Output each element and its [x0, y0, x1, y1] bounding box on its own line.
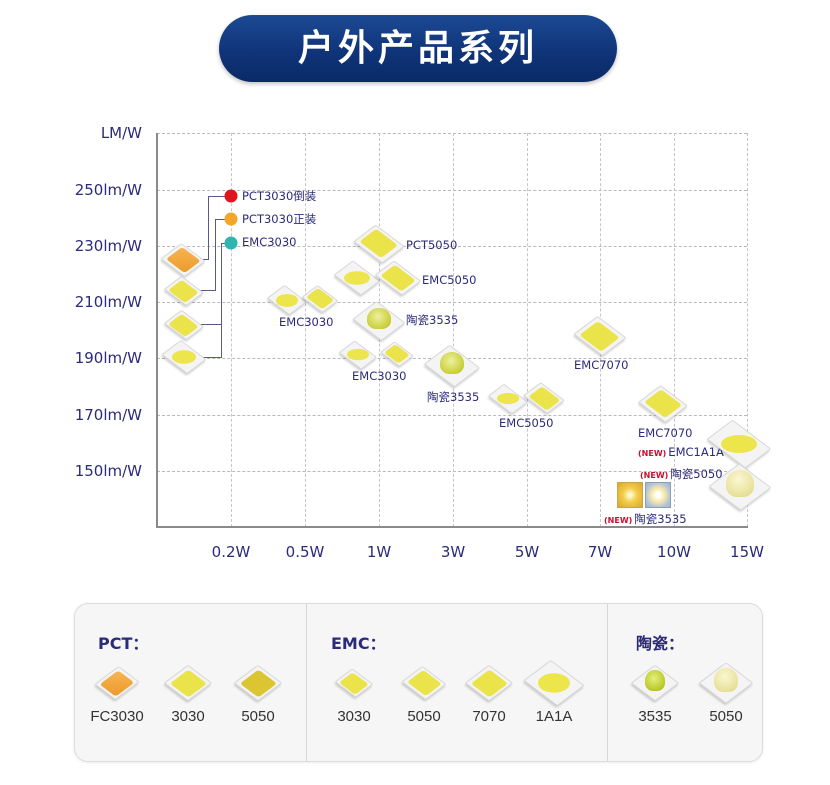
connector-line — [203, 259, 209, 260]
x-tick: 0.2W — [211, 543, 251, 561]
y-tick: 210lm/W — [74, 293, 142, 311]
y-axis — [156, 133, 158, 528]
led-chip — [333, 260, 381, 296]
led-chip — [487, 383, 529, 415]
connector-line — [203, 357, 222, 358]
point-label-new: (NEW) EMC1A1A — [638, 445, 724, 459]
point-label: EMC7070 — [638, 426, 693, 440]
x-tick: 1W — [366, 543, 392, 561]
dot-label: EMC3030 — [242, 235, 297, 249]
new-badge: (NEW) — [638, 449, 667, 458]
legend-item: FC3030 — [87, 665, 147, 725]
point-label-new: (NEW) 陶瓷3535 — [604, 512, 687, 526]
led-chip — [637, 385, 689, 423]
grid-line — [305, 133, 306, 527]
point-label: EMC7070 — [574, 358, 629, 372]
marker-dot-orange — [224, 212, 238, 226]
led-chip-pct3030 — [163, 275, 205, 307]
grid-line — [157, 133, 747, 134]
connector-line — [215, 219, 231, 291]
led-chip — [523, 382, 565, 414]
led-chip-ceramic3535-blue — [645, 482, 671, 508]
point-label: EMC5050 — [422, 273, 477, 287]
marker-dot-red — [224, 189, 238, 203]
x-tick: 7W — [587, 543, 613, 561]
led-chip — [338, 340, 378, 370]
point-label: 陶瓷3535 — [406, 313, 459, 327]
led-chip-ceramic3535-yellow — [617, 482, 643, 508]
connector-line — [200, 324, 222, 325]
led-chip — [266, 284, 308, 316]
legend-item: 5050 — [228, 664, 288, 725]
legend-item: 5050 — [696, 662, 756, 725]
group-title-pct: PCT： — [98, 634, 149, 653]
group-title-ceramic: 陶瓷： — [636, 634, 685, 653]
y-tick: 190lm/W — [74, 349, 142, 367]
point-label: 陶瓷3535 — [427, 390, 480, 404]
divider — [607, 604, 608, 761]
legend-item: 3535 — [625, 664, 685, 725]
grid-line — [747, 133, 748, 527]
dot-label: PCT3030正装 — [242, 212, 317, 226]
led-chip-ceramic — [423, 344, 481, 388]
y-tick: 150lm/W — [74, 462, 142, 480]
grid-line — [157, 190, 747, 191]
led-chip-emc3030-round — [161, 339, 207, 375]
grid-line — [157, 415, 747, 416]
led-chip-pct3030-flip — [160, 242, 206, 278]
point-label: EMC3030 — [352, 369, 407, 383]
connector-line — [221, 243, 231, 358]
marker-dot-teal — [224, 236, 238, 250]
led-chip-emc3030 — [163, 309, 205, 341]
x-tick: 3W — [440, 543, 466, 561]
led-chip — [573, 315, 627, 357]
x-tick: 10W — [657, 543, 691, 561]
connector-line — [200, 290, 216, 291]
legend-item: 5050 — [394, 665, 454, 725]
point-label: EMC3030 — [279, 315, 334, 329]
product-legend-panel: PCT： EMC： 陶瓷： FC3030 3030 5050 3030 5050… — [74, 603, 763, 762]
legend-item: 3030 — [324, 666, 384, 725]
point-label: EMC5050 — [499, 416, 554, 430]
led-chip-ceramic5050 — [708, 463, 772, 511]
grid-line — [157, 302, 747, 303]
new-badge: (NEW) — [604, 516, 633, 525]
x-tick: 15W — [730, 543, 764, 561]
grid-line — [527, 133, 528, 527]
legend-item: 3030 — [158, 664, 218, 725]
grid-line — [453, 133, 454, 527]
led-chip — [301, 285, 339, 313]
x-tick: 0.5W — [285, 543, 325, 561]
y-axis-title: LM/W — [100, 124, 142, 142]
y-tick: 250lm/W — [74, 181, 142, 199]
group-title-emc: EMC： — [331, 634, 386, 653]
connector-line — [208, 196, 231, 260]
efficacy-chart: LM/W 250lm/W 230lm/W 210lm/W 190lm/W 170… — [74, 124, 772, 561]
grid-line — [157, 246, 747, 247]
led-chip — [380, 341, 414, 367]
page-title: 户外产品系列 — [219, 15, 617, 82]
point-label-new: (NEW) 陶瓷5050 — [640, 467, 723, 481]
x-tick: 5W — [514, 543, 540, 561]
dot-label: PCT3030倒装 — [242, 189, 317, 203]
point-label: PCT5050 — [406, 238, 458, 252]
new-badge: (NEW) — [640, 471, 669, 480]
divider — [306, 604, 307, 761]
y-tick: 230lm/W — [74, 237, 142, 255]
grid-line — [674, 133, 675, 527]
led-chip-1a1a — [706, 419, 772, 469]
led-chip — [353, 224, 405, 264]
legend-item: 1A1A — [523, 659, 585, 725]
grid-line — [157, 471, 747, 472]
led-chip-ceramic — [352, 300, 406, 342]
legend-item: 7070 — [459, 664, 519, 725]
y-tick: 170lm/W — [74, 406, 142, 424]
grid-line — [231, 133, 232, 527]
x-axis — [156, 526, 748, 528]
led-chip — [374, 260, 422, 296]
